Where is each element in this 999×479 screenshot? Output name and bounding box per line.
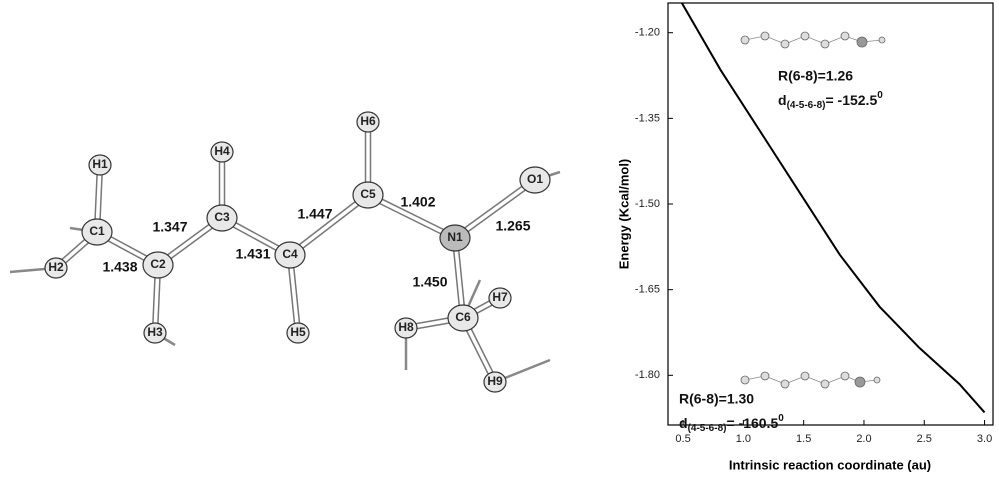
annotation: d(4-5-6-8)= -152.50	[778, 90, 883, 111]
bond-length: 1.447	[297, 206, 332, 222]
bond-length: 1.347	[152, 219, 187, 235]
annotation-part: = -152.5	[825, 92, 877, 108]
annotation: R(6-8)=1.30	[679, 391, 754, 407]
atom-label: H3	[147, 325, 163, 339]
atom-label: C4	[282, 247, 298, 261]
annotation: d(4-5-6-8)= -160.50	[679, 413, 784, 434]
y-tick-label: -1.50	[635, 198, 660, 210]
atom-label: C1	[89, 224, 105, 238]
annotation-part: = -160.5	[726, 415, 778, 431]
atom-label: C6	[455, 310, 471, 324]
atom-label: C2	[150, 257, 166, 271]
molecule: H1 C1 H2 C2 H3 C3 H4 C4 H5 C5 H6 N1 O1 C6 H7 H8 H9 1.347 1…	[10, 112, 560, 392]
x-tick-label: 2.5	[917, 433, 932, 445]
annotation-part: (4-5-6-8)	[688, 423, 727, 434]
atom-label: H6	[360, 114, 376, 128]
x-tick-label: 3.0	[977, 433, 992, 445]
atom-label: H8	[398, 320, 414, 334]
bond-length: 1.438	[102, 259, 137, 275]
x-tick-label: 1.0	[736, 433, 751, 445]
annotation-part: d	[778, 92, 787, 108]
inset-structures	[741, 32, 885, 388]
y-tick-label: -1.65	[635, 284, 660, 296]
curve	[682, 3, 985, 412]
atom-label: H5	[290, 325, 306, 339]
annotation: R(6-8)=1.26	[778, 68, 853, 84]
annotation-part: d	[679, 415, 688, 431]
annotation-part: 0	[778, 413, 784, 424]
annotation-part: (4-5-6-8)	[787, 100, 826, 111]
atom-label: C5	[360, 187, 376, 201]
atom-label: H9	[487, 374, 503, 388]
bond-length: 1.450	[412, 274, 447, 290]
y-axis-label: Energy (Kcal/mol)	[616, 159, 631, 270]
bond-length: 1.431	[235, 246, 270, 262]
plot-frame	[668, 3, 993, 425]
atom-label: N1	[447, 230, 463, 244]
atom-label: C3	[214, 210, 230, 224]
bond-length: 1.402	[400, 194, 435, 210]
bond-length: 1.265	[495, 218, 530, 234]
atom-label: O1	[527, 172, 543, 186]
atom-label: H1	[92, 157, 108, 171]
y-tick-label: -1.20	[635, 27, 660, 39]
y-tick-label: -1.35	[635, 112, 660, 124]
atom-label: H4	[214, 144, 230, 158]
annotation-part: 0	[877, 90, 883, 101]
atom-label: H7	[492, 290, 508, 304]
y-tick-label: -1.80	[635, 369, 660, 381]
x-tick-label: 2.0	[856, 433, 871, 445]
x-tick-label: 0.5	[675, 433, 690, 445]
figure: H1 C1 H2 C2 H3 C3 H4 C4 H5 C5 H6 N1 O1 C6 H7 H8 H9 1.347 1…	[0, 0, 999, 479]
x-tick-label: 1.5	[796, 433, 811, 445]
atom-label: H2	[48, 260, 64, 274]
x-axis-label: Intrinsic reaction coordinate (au)	[729, 457, 931, 472]
